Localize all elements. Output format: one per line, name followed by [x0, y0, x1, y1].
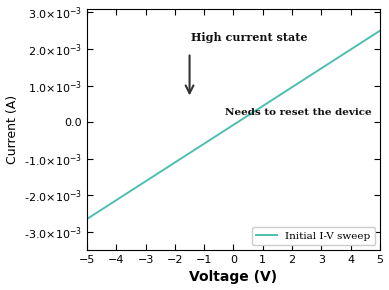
Initial I-V sweep — [259, 105, 264, 109]
Initial I-V sweep — [325, 63, 329, 66]
Initial I-V sweep — [224, 128, 228, 131]
Text: High current state: High current state — [191, 32, 308, 44]
X-axis label: Voltage (V): Voltage (V) — [189, 271, 278, 284]
Initial I-V sweep — [378, 29, 382, 32]
Initial I-V sweep — [371, 33, 375, 37]
Text: Needs to reset the device: Needs to reset the device — [225, 108, 371, 117]
Y-axis label: Current (A): Current (A) — [5, 95, 19, 164]
Initial I-V sweep — [243, 115, 248, 119]
Legend: Initial I-V sweep: Initial I-V sweep — [252, 227, 375, 245]
Line: Initial I-V sweep: Initial I-V sweep — [87, 31, 380, 219]
Initial I-V sweep — [85, 217, 89, 221]
Initial I-V sweep — [226, 127, 230, 130]
